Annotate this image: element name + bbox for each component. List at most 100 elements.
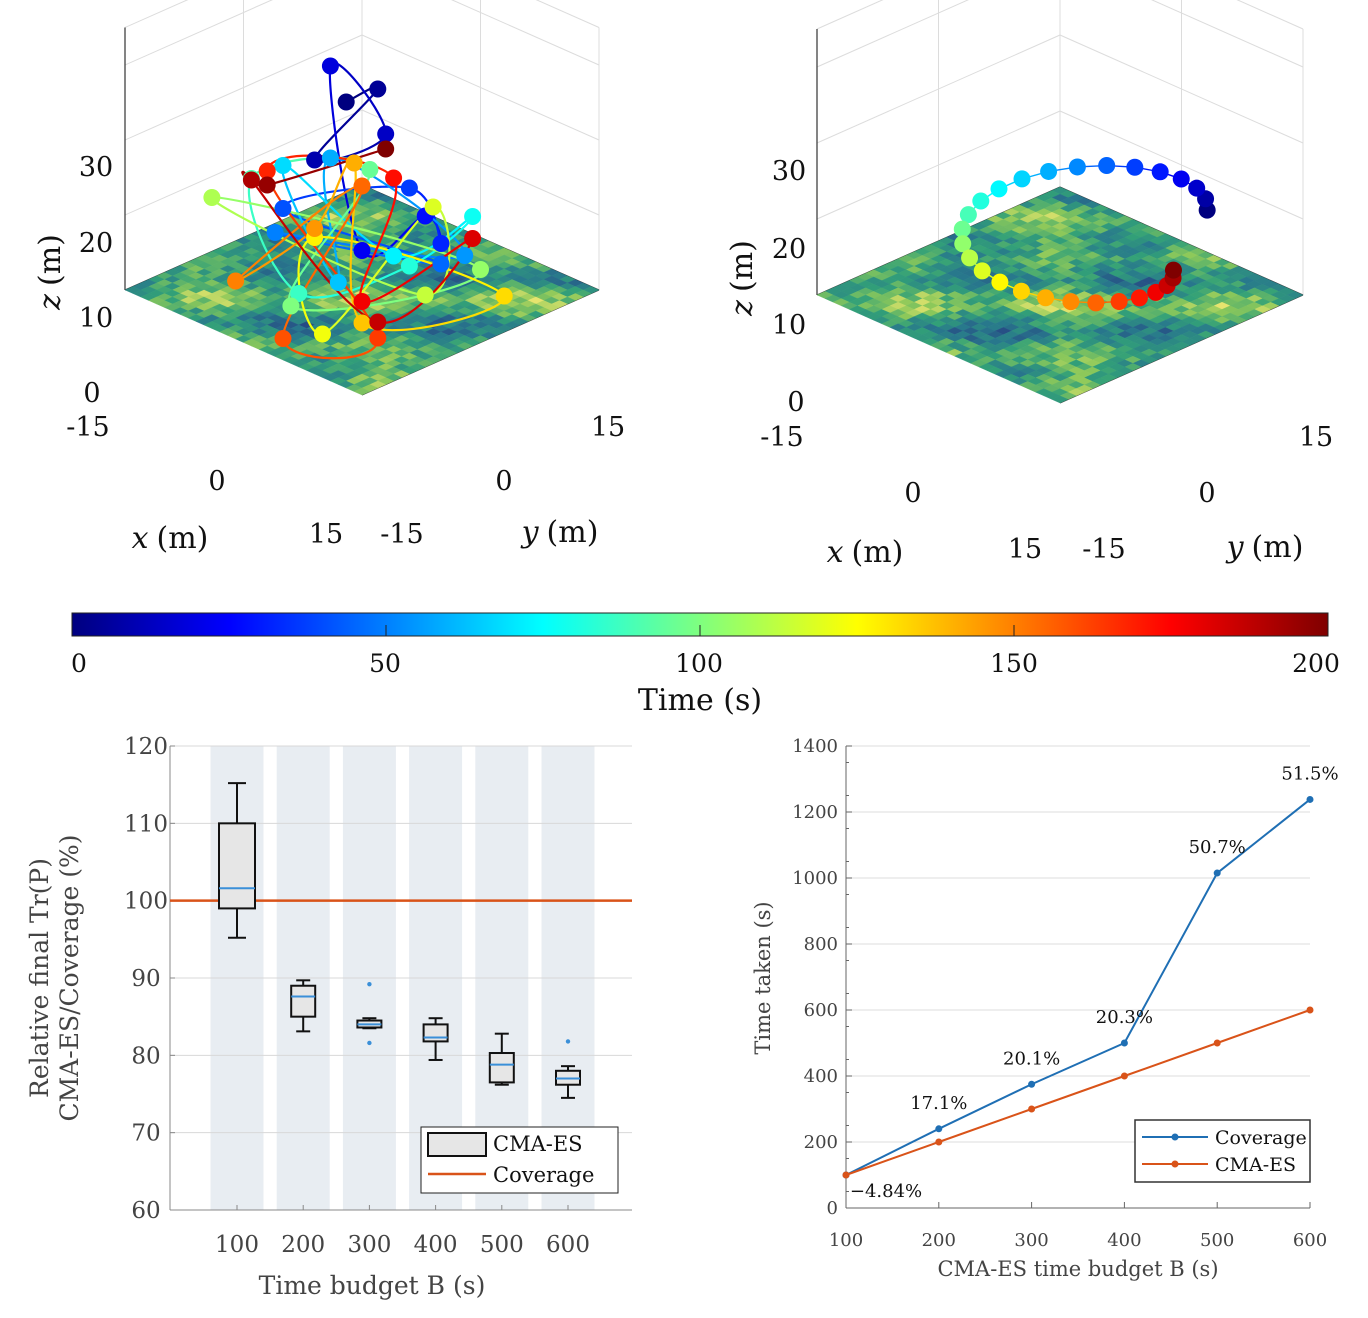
z-axis-label: z(m) [725, 240, 760, 317]
legend-label-cmaes: CMA-ES [1215, 1154, 1296, 1176]
y-tick-15: 15 [1299, 422, 1333, 453]
measurement-point [329, 274, 347, 291]
z-tick-30: 30 [772, 156, 806, 187]
measurement-point [321, 149, 339, 167]
measurement-point [369, 313, 387, 331]
annotation-600: 51.5% [1281, 763, 1338, 784]
wall-gridline [124, 0, 189, 28]
measurement-point [290, 285, 308, 302]
z-tick-0: 0 [787, 387, 804, 418]
x-tick-label: 300 [1014, 1230, 1048, 1251]
trajectory-3d-plot-coverage: 0 10 20 30 -15 0 15 -15 0 15 x (m) y (m) z… [33, 0, 625, 556]
measurement-point [953, 220, 971, 238]
x-tick-label: 600 [1293, 1230, 1327, 1251]
measurement-point [495, 287, 513, 305]
colorbar-tick-150: 150 [990, 649, 1038, 678]
x-tick-label: 600 [546, 1232, 590, 1258]
x-axis-label: x (m) [132, 521, 209, 556]
x-tick-15: 15 [309, 519, 343, 550]
trajectory-segment [349, 162, 363, 324]
measurement-point [472, 261, 489, 278]
iqr-box [218, 822, 256, 910]
series-point [1028, 1105, 1036, 1113]
annotation-200: 17.1% [910, 1093, 967, 1114]
legend-label-coverage: Coverage [1215, 1127, 1307, 1149]
trajectory-segment [314, 235, 506, 297]
measurement-point [314, 325, 331, 343]
trajectory-segment [250, 179, 379, 324]
measurement-point [1110, 293, 1128, 311]
z-tick-20: 20 [772, 234, 806, 265]
trajectory-segment [298, 264, 410, 299]
y-gridlines [846, 745, 1310, 1143]
line-plot-time-taken: 0 200 400 600 800 1000 1200 1400 100 200 300 400 50… [751, 736, 1339, 1281]
measurement-point [1062, 293, 1080, 311]
y-tick-15: 15 [591, 412, 625, 443]
trajectory-segment [266, 147, 387, 187]
terrain-cell [1051, 395, 1069, 404]
series-cma-es [842, 1006, 1314, 1179]
y-tick-label: 200 [804, 1132, 838, 1153]
z-tick-30: 30 [79, 152, 113, 183]
y-tick-label: 400 [804, 1066, 838, 1087]
series-point [1306, 795, 1314, 803]
x-tick-0: 0 [904, 478, 921, 509]
measurement-point [306, 220, 324, 237]
y-tick-neg15: -15 [380, 519, 423, 550]
y-axis-label: Time taken (s) [751, 901, 775, 1054]
y-tick-label: 110 [124, 811, 168, 837]
measurement-point [203, 189, 221, 206]
x-tick-neg15: -15 [760, 422, 803, 453]
y-tick-label: 800 [804, 934, 838, 955]
z-tick-10: 10 [79, 303, 113, 334]
terrain-heatmap [816, 186, 1304, 404]
series-point [1028, 1080, 1036, 1088]
colorbar: 0 50 100 150 200 Time (s) [71, 612, 1340, 718]
measurement-point [432, 235, 450, 252]
measurement-point [369, 80, 387, 98]
x-ticks: 100 200 300 400 500 600 [829, 1202, 1327, 1251]
box-300 [356, 981, 383, 1046]
measurement-point [424, 198, 442, 216]
y-tick-label: 0 [827, 1198, 838, 1219]
measurement-point [1012, 282, 1030, 300]
measurement-point [1040, 162, 1058, 180]
z-axis-label: z(m) [33, 234, 68, 311]
iqr-box [488, 1052, 515, 1084]
measurement-point [1130, 289, 1148, 307]
x-tick-label: 100 [215, 1232, 259, 1258]
measurement-point [258, 162, 276, 180]
x-tick-neg15: -15 [66, 412, 109, 443]
colorbar-tick-0: 0 [71, 649, 87, 678]
measurement-point [1087, 294, 1105, 312]
cmaes-boxes [218, 782, 581, 1099]
y-tick-0: 0 [1198, 478, 1215, 509]
y-tick-neg15: -15 [1082, 534, 1125, 565]
measurement-point [1098, 157, 1116, 175]
y-ticks: 60 70 80 90 100 110 120 [124, 734, 175, 1224]
x-axis-label: Time budget B (s) [259, 1271, 486, 1300]
y-tick-label: 100 [124, 889, 168, 915]
measurement-point [282, 297, 300, 315]
measurement-point [954, 235, 972, 253]
outlier [565, 1039, 571, 1044]
annotation-100: −4.84% [850, 1181, 922, 1202]
y-tick-label: 1200 [792, 802, 838, 823]
x-tick-label: 500 [480, 1232, 524, 1258]
measurement-point [464, 208, 482, 225]
series-point [1213, 1039, 1221, 1047]
measurement-point [353, 242, 371, 259]
y-tick-label: 1400 [792, 736, 838, 757]
z-tick-0: 0 [83, 378, 100, 409]
measurement-point [400, 179, 418, 197]
box-600 [555, 1039, 581, 1099]
wall-gridline [816, 0, 884, 30]
measurement-point [385, 247, 403, 265]
measurement-point [306, 151, 324, 169]
legend: CMA-ES Coverage [420, 1126, 619, 1194]
box-400 [422, 1017, 449, 1061]
y-tick-label: 80 [131, 1043, 160, 1069]
measurement-point [464, 230, 482, 247]
measurement-point [1068, 158, 1086, 176]
series-line [845, 1009, 1311, 1176]
